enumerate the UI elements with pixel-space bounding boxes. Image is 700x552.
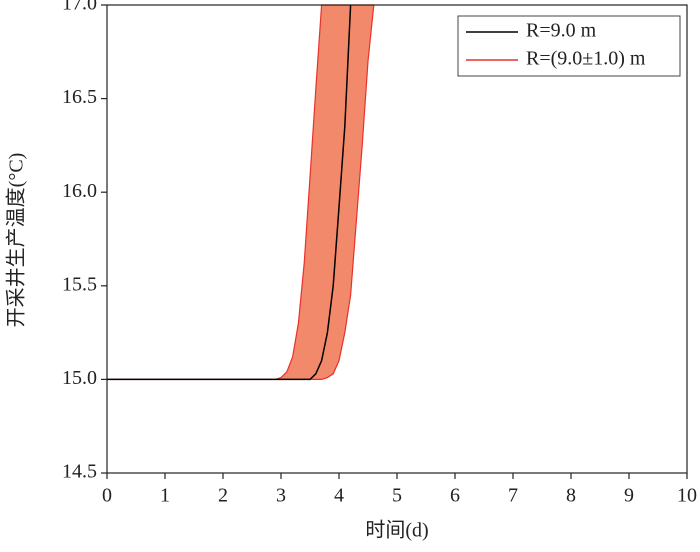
x-tick-label: 3 (276, 485, 286, 507)
x-tick-label: 8 (566, 485, 576, 507)
y-tick-label: 15.0 (62, 367, 97, 389)
y-axis-title: 开采井生产温度(°C) (5, 153, 28, 328)
y-tick-label: 14.5 (62, 461, 97, 483)
x-tick-label: 0 (102, 485, 112, 507)
legend-label: R=(9.0±1.0) m (526, 48, 646, 70)
y-tick-label: 16.0 (62, 180, 97, 202)
x-tick-label: 2 (218, 485, 228, 507)
x-tick-label: 9 (624, 485, 634, 507)
y-tick-label: 15.5 (62, 273, 97, 295)
x-tick-label: 4 (334, 485, 344, 507)
legend-box (457, 15, 681, 77)
x-tick-label: 6 (450, 485, 460, 507)
x-tick-label: 10 (677, 485, 697, 507)
y-tick-label: 16.5 (62, 86, 97, 108)
line (107, 4, 352, 381)
x-tick-label: 5 (392, 485, 402, 507)
x-tick-label: 7 (508, 485, 518, 507)
legend-label: R=9.0 m (526, 20, 597, 42)
x-tick-label: 1 (160, 485, 170, 507)
y-tick-label: 17.0 (62, 0, 97, 15)
band (107, 4, 375, 380)
x-axis-title: 时间(d) (365, 519, 428, 542)
